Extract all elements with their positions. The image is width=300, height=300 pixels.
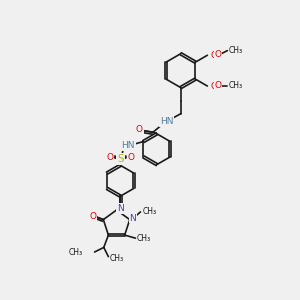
Text: O: O <box>128 153 135 162</box>
Text: O: O <box>210 51 217 60</box>
Text: O: O <box>210 82 217 91</box>
Text: S: S <box>117 154 124 164</box>
Text: CH₃: CH₃ <box>69 248 83 256</box>
Text: HN: HN <box>121 141 135 150</box>
Text: CH₃: CH₃ <box>137 234 151 243</box>
Text: O: O <box>215 81 222 90</box>
Text: N: N <box>117 204 124 213</box>
Text: O: O <box>136 125 142 134</box>
Text: CH₃: CH₃ <box>228 81 242 90</box>
Text: O: O <box>89 212 96 221</box>
Text: N: N <box>129 214 136 223</box>
Text: HN: HN <box>160 117 174 126</box>
Text: CH₃: CH₃ <box>110 254 124 263</box>
Text: CH₃: CH₃ <box>228 46 242 55</box>
Text: CH₃: CH₃ <box>143 207 157 216</box>
Text: O: O <box>106 153 113 162</box>
Text: O: O <box>215 50 222 59</box>
